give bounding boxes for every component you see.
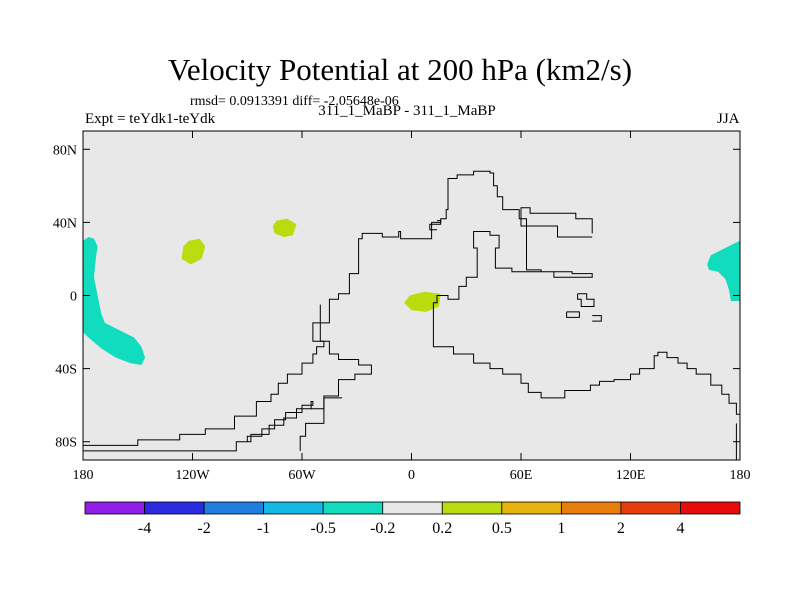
axis-ticks: 180 120W 60W 0 60E 120E 180 80N 40N 0 40S 80S [53, 131, 751, 483]
colorbar-swatch [680, 501, 741, 515]
region-green-patch-1 [181, 238, 206, 265]
colorbar-label: 1 [557, 520, 565, 537]
colorbar-swatch [560, 501, 622, 515]
colorbar-swatch [441, 501, 503, 515]
contour-ne-branch [520, 207, 593, 238]
colorbar-label: -0.2 [370, 520, 395, 537]
y-tick-label: 0 [70, 290, 77, 305]
contour-islands-2 [566, 311, 580, 318]
y-tick-label: 40N [53, 216, 77, 231]
contour-hook [429, 220, 442, 231]
season-label: JJA [717, 111, 740, 127]
x-tick-label: 120E [616, 468, 646, 483]
contour-islands-1 [577, 293, 595, 307]
region-green-patch-3 [404, 291, 441, 312]
colorbar-swatch [501, 501, 562, 515]
colorbar-label: 0.2 [432, 520, 452, 537]
colorbar-label: 2 [617, 520, 625, 537]
colorbar-swatch [144, 501, 205, 515]
experiment-label: Expt = teYdk1-teYdk [85, 111, 216, 127]
contour-islands-3 [592, 315, 602, 322]
colorbar-swatch [263, 501, 324, 515]
colorbar-swatch [322, 501, 384, 515]
contour-south-dip [299, 397, 343, 451]
shaded-regions [83, 218, 740, 365]
stats-line: rmsd= 0.0913391 diff= -2.05648e-06 [190, 94, 399, 109]
run-label: 311_1_MaBP - 311_1_MaBP [318, 103, 496, 119]
contour-ridge [83, 401, 314, 452]
region-teal-east-patch [707, 240, 740, 301]
y-tick-label: 80N [53, 143, 77, 158]
contour-main [83, 170, 740, 446]
y-tick-label: 80S [55, 436, 77, 451]
colorbar-label: -2 [197, 520, 210, 537]
colorbar-label: -0.5 [311, 520, 336, 537]
y-tick-label: 40S [55, 363, 77, 378]
colorbar-label: -1 [257, 520, 270, 537]
colorbar-swatch [84, 501, 145, 515]
x-tick-label: 60E [510, 468, 533, 483]
x-tick-label: 0 [408, 468, 415, 483]
chart-title: Velocity Potential at 200 hPa (km2/s) [167, 52, 633, 87]
x-tick-label: 180 [73, 468, 94, 483]
colorbar-label: 4 [676, 520, 684, 537]
x-tick-label: 180 [730, 468, 751, 483]
colorbar-label: -4 [138, 520, 151, 537]
x-tick-label: 120W [175, 468, 210, 483]
colorbar-swatch [382, 501, 443, 515]
colorbar-label: 0.5 [492, 520, 512, 537]
contour-inner [311, 304, 372, 410]
x-tick-label: 60W [288, 468, 316, 483]
colorbar: -4 -2 -1 -0.5 -0.2 0.2 0.5 1 2 4 [84, 501, 741, 537]
colorbar-swatch [620, 501, 681, 515]
region-teal-west-arc [83, 237, 146, 365]
colorbar-swatch [203, 501, 265, 515]
region-green-patch-2 [272, 218, 297, 237]
